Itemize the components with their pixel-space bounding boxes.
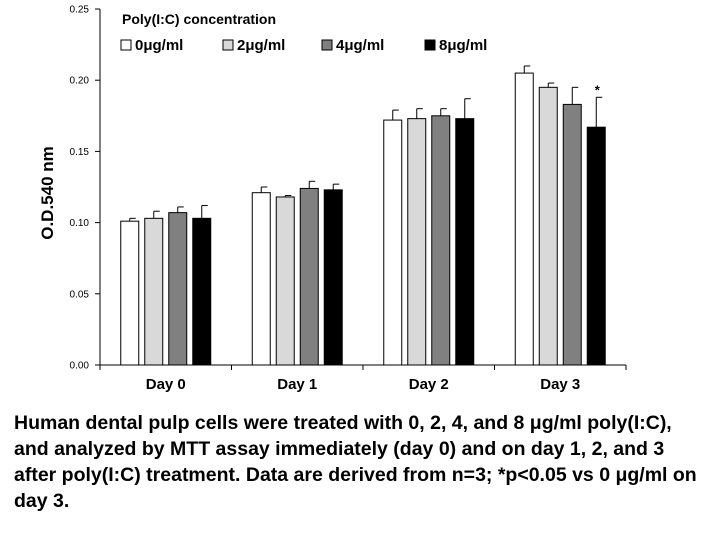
bar: [407, 118, 427, 366]
plot-area: 0.00 0.05 0.10 0.15 0.20 0.25 Day 0 Day 1 Day 2 D…: [70, 5, 627, 393]
bar: [383, 119, 403, 366]
bar: [514, 72, 534, 366]
figure-caption: Human dental pulp cells were treated wit…: [14, 412, 697, 512]
y-tick-label: 0.20: [70, 76, 90, 87]
legend-item-label: 8μg/ml: [439, 37, 487, 54]
bar: [538, 86, 558, 366]
x-category-label: Day 0: [146, 376, 186, 393]
bar: [120, 220, 140, 366]
legend-swatch: [424, 39, 436, 51]
bar: [562, 103, 582, 366]
significance-marker: *: [595, 82, 601, 97]
legend-swatch: [222, 39, 234, 51]
bar-chart: 0.00 0.05 0.10 0.15 0.20 0.25 Day 0 Day 1 Day 2 D…: [38, 5, 627, 393]
bar: [275, 196, 295, 366]
bar: [455, 118, 475, 366]
bar: [299, 187, 319, 366]
y-tick-label: 0.15: [70, 147, 90, 158]
y-tick-label: 0.00: [70, 361, 90, 372]
x-category-label: Day 2: [409, 376, 449, 393]
legend-swatch: [120, 39, 132, 51]
bar: [251, 192, 271, 366]
y-tick-label: 0.10: [70, 218, 90, 229]
bar: [431, 115, 451, 366]
bar: [168, 212, 188, 366]
bar: [192, 217, 212, 366]
legend-title: Poly(I:C) concentration: [122, 11, 276, 27]
bar: [586, 126, 606, 366]
x-category-label: Day 1: [277, 376, 317, 393]
y-tick-label: 0.05: [70, 289, 90, 300]
legend-swatch: [321, 39, 333, 51]
legend-item-label: 4μg/ml: [336, 37, 384, 54]
legend-item-label: 0μg/ml: [135, 37, 183, 54]
x-category-label: Day 3: [540, 376, 580, 393]
y-axis-label: O.D.540 nm: [38, 146, 57, 240]
bar: [144, 217, 164, 366]
legend-item-label: 2μg/ml: [237, 37, 285, 54]
legend: 0μg/ml 2μg/ml 4μg/ml 8μg/ml: [120, 37, 487, 54]
y-tick-label: 0.25: [70, 5, 90, 16]
bar: [323, 189, 343, 366]
